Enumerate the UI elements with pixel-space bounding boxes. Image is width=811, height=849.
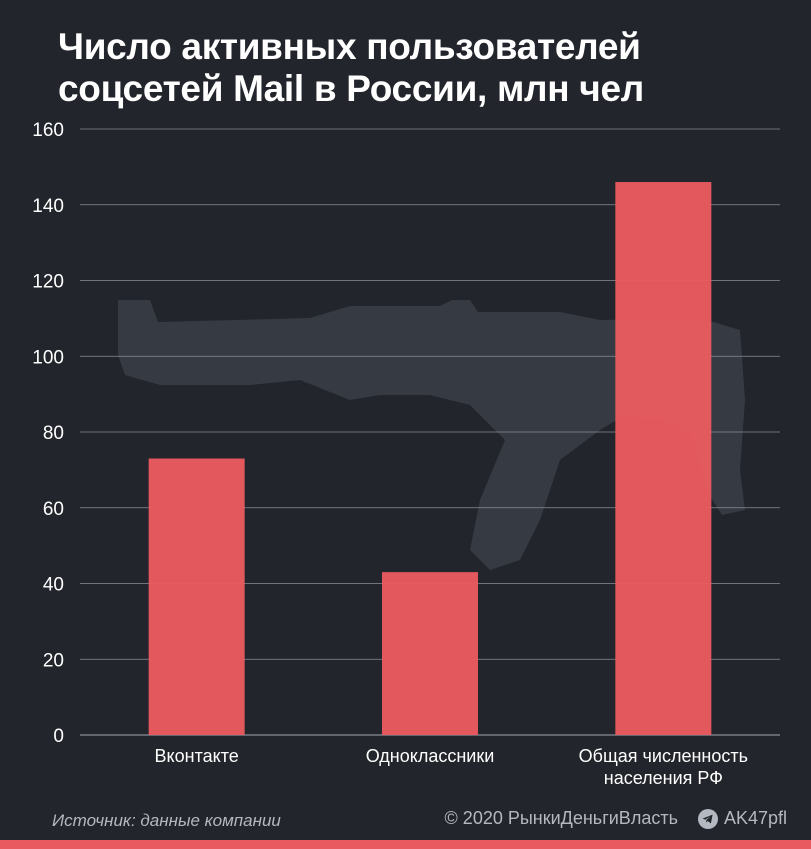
rifle-watermark-icon (118, 300, 745, 570)
y-tick-label: 160 (32, 120, 64, 141)
x-tick-label: Вконтакте (155, 746, 239, 766)
x-tick-label: Общая численность (579, 746, 748, 766)
bar-chart: 0 20 40 60 80 100 120 140 160 Вконтакте Однокласс… (32, 120, 780, 788)
y-tick-label: 140 (32, 196, 64, 217)
bottom-accent-bar (0, 840, 811, 849)
bar (615, 182, 712, 735)
footer-credits: © 2020 РынкиДеньгиВласть AK47pfl (445, 808, 787, 829)
x-tick-label: Одноклассники (366, 746, 495, 766)
y-tick-label: 100 (32, 347, 64, 368)
x-axis-labels: Вконтакте Одноклассники Общая численностьн… (155, 746, 748, 788)
x-tick-label: населения РФ (604, 768, 723, 788)
bars (148, 182, 712, 735)
bar (148, 458, 245, 735)
y-tick-label: 40 (43, 575, 64, 596)
channel-name: AK47pfl (723, 808, 787, 828)
y-tick-label: 0 (53, 726, 64, 747)
y-tick-label: 60 (43, 499, 64, 520)
telegram-icon (697, 808, 718, 829)
y-tick-label: 80 (43, 423, 64, 444)
y-tick-label: 120 (32, 272, 64, 293)
source-note: Источник: данные компании (52, 811, 281, 830)
chart-title: Число активных пользователей соцсетей Ma… (58, 26, 644, 109)
y-tick-label: 20 (43, 650, 64, 671)
copyright-text: © 2020 РынкиДеньгиВласть (444, 808, 678, 828)
y-axis-ticks: 0 20 40 60 80 100 120 140 160 (32, 120, 64, 747)
bar (382, 572, 478, 735)
